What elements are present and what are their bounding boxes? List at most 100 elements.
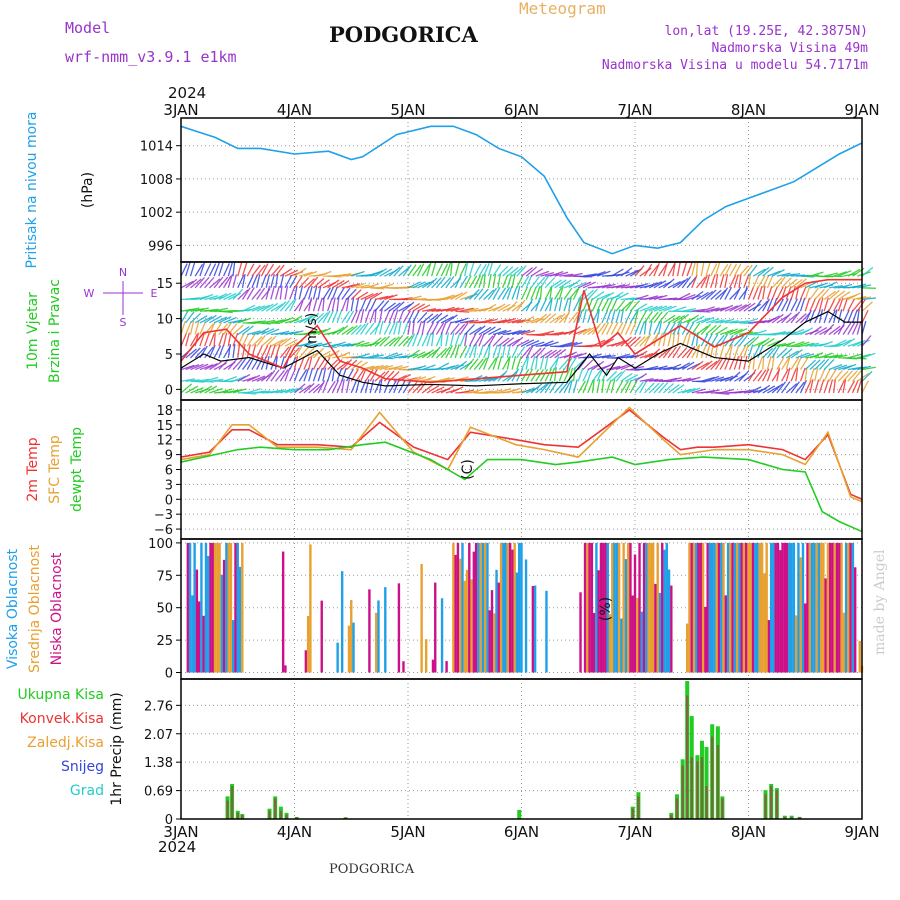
wind-barb: [237, 262, 243, 277]
wind-barb: [804, 309, 812, 324]
cloud-bar: [461, 542, 464, 673]
wind-barb: [539, 298, 548, 312]
y-tick-label: 0: [165, 813, 173, 828]
wind-barb: [388, 309, 395, 324]
wind-barb: [483, 326, 496, 336]
wind-barb: [218, 315, 232, 324]
temperature-series-line: [180, 441, 863, 533]
wind-barb: [488, 327, 502, 336]
wind-barb: [705, 360, 718, 371]
wind-barb: [677, 313, 690, 324]
wind-barb: [757, 285, 763, 300]
wind-barb: [265, 344, 272, 359]
cloud-bar: [304, 650, 308, 673]
cloud-bar: [699, 542, 703, 673]
wind-barb: [587, 353, 602, 359]
wind-barb: [823, 297, 829, 312]
wind-barb: [351, 283, 365, 289]
wind-barb: [596, 379, 601, 394]
wind-barb: [568, 357, 577, 370]
wind-barb: [648, 264, 659, 277]
temperature-series-line: [180, 406, 863, 503]
wind-barb: [743, 285, 748, 300]
wind-barb: [639, 352, 654, 359]
wind-barb: [180, 364, 195, 371]
wind-barb: [790, 381, 800, 394]
wind-barb: [204, 376, 219, 382]
wind-barb: [809, 379, 814, 394]
wind-barb: [549, 357, 559, 370]
wind-barb: [734, 328, 748, 336]
wind-barb: [421, 383, 434, 394]
wind-barb: [195, 307, 209, 312]
wind-barb: [487, 287, 498, 300]
wind-barb: [393, 355, 408, 359]
wind-barb: [416, 320, 423, 335]
wind-barb: [838, 283, 853, 289]
wind-barb: [293, 299, 304, 312]
wind-barb: [591, 369, 602, 382]
wind-barb: [729, 328, 743, 336]
wind-barb: [478, 326, 492, 336]
wind-barb: [577, 309, 584, 324]
wind-barb: [199, 276, 210, 289]
wind-barb: [624, 309, 633, 324]
wind-barb: [341, 287, 351, 300]
wind-barb: [804, 379, 812, 394]
wind-barb: [237, 373, 251, 382]
wind-barb: [189, 262, 196, 277]
wind-barb: [189, 333, 198, 347]
cloud-bar: [281, 551, 285, 673]
wind-barb: [762, 298, 771, 312]
wind-barb: [752, 299, 763, 312]
wind-barb: [658, 366, 673, 371]
cloud-bar: [488, 610, 491, 673]
cloud-bar: [765, 542, 768, 673]
wind-barb: [341, 297, 348, 312]
wind-barb: [828, 310, 836, 324]
wind-barb: [747, 369, 757, 382]
wind-barb: [653, 280, 667, 289]
wind-barb: [634, 373, 648, 382]
wind-barb: [587, 379, 594, 394]
wind-barb: [426, 262, 432, 277]
wind-barb: [587, 367, 594, 382]
wind-barb: [847, 380, 856, 394]
wind-barb: [837, 297, 844, 312]
precip-conv-bar: [236, 812, 239, 819]
wind-barb: [535, 369, 544, 382]
wind-barb: [710, 289, 722, 300]
wind-barb: [535, 313, 548, 324]
wind-barb: [601, 362, 615, 371]
wind-barb: [497, 337, 510, 347]
wind-barb: [275, 370, 285, 382]
wind-barb: [649, 295, 663, 301]
wind-barb: [251, 375, 266, 382]
wind-barb: [738, 345, 747, 359]
wind-barb: [667, 363, 682, 371]
wind-barb: [247, 388, 261, 394]
wind-barb: [705, 375, 720, 382]
wind-barb: [246, 263, 255, 277]
wind-barb: [393, 320, 399, 335]
wind-barb: [227, 262, 233, 277]
precip-conv-bar: [274, 798, 277, 819]
wind-barb: [284, 345, 293, 359]
cloud-bar: [844, 542, 848, 673]
wind-barb: [743, 344, 749, 359]
cloud-bar: [754, 542, 757, 673]
cloud-bar: [483, 542, 487, 673]
wind-barb: [823, 290, 836, 301]
cloud-bar: [851, 542, 855, 673]
wind-barb: [492, 303, 506, 312]
wind-barb: [653, 332, 659, 347]
cloud-bar: [688, 542, 691, 673]
wind-barb: [852, 295, 867, 301]
wind-barb: [511, 266, 524, 277]
wind-barb: [686, 387, 701, 394]
wind-barb: [492, 329, 507, 336]
wind-barb: [629, 336, 642, 347]
wind-barb: [833, 290, 846, 301]
